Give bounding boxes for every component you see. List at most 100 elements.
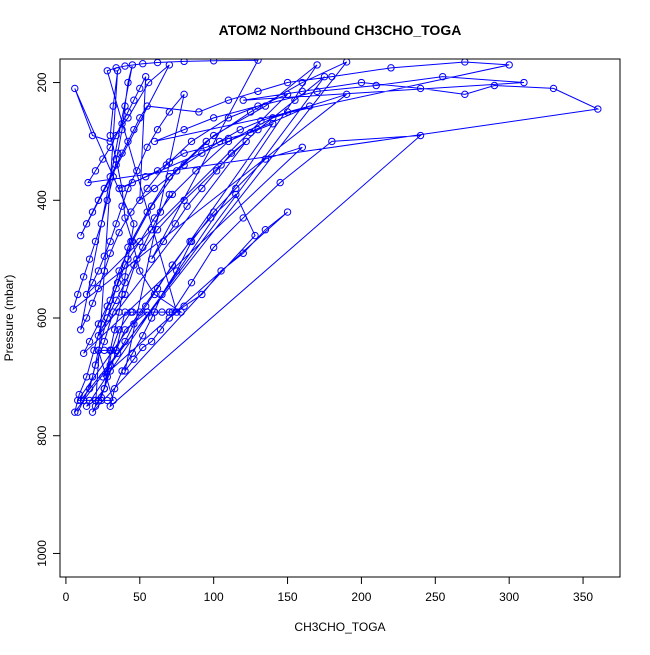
data-point (82, 290, 91, 299)
data-point (100, 384, 109, 393)
x-axis-label: CH3CHO_TOGA (294, 620, 385, 634)
data-point (173, 167, 181, 175)
data-point (192, 167, 200, 175)
data-point (128, 178, 137, 187)
data-point (115, 267, 123, 275)
data-point (195, 108, 203, 116)
data-point (100, 337, 109, 346)
data-point (254, 87, 262, 96)
data-point (106, 361, 114, 369)
x-tick-label: 350 (573, 590, 593, 604)
data-point (217, 267, 225, 275)
data-point (342, 90, 351, 99)
data-point (269, 120, 277, 128)
data-point (520, 78, 528, 87)
data-point (139, 243, 147, 252)
y-axis-label: Pressure (mbar) (2, 275, 16, 362)
data-point (298, 87, 307, 96)
data-point (224, 137, 233, 146)
data-point (136, 84, 144, 93)
data-point (165, 108, 174, 116)
data-point (106, 249, 114, 257)
data-point (158, 290, 166, 299)
data-point (283, 78, 292, 87)
data-point (254, 102, 262, 110)
data-point (85, 337, 94, 346)
data-point (209, 114, 218, 122)
data-point (209, 131, 218, 140)
data-point (136, 114, 144, 122)
data-point (186, 237, 194, 246)
data-point (180, 149, 188, 157)
data-point (118, 120, 126, 128)
data-point (236, 125, 244, 134)
data-point (88, 278, 97, 287)
data-point (227, 149, 236, 157)
data-point (505, 61, 513, 69)
data-point (283, 108, 292, 116)
data-point (224, 96, 233, 104)
y-tick-label: 1000 (35, 540, 49, 567)
data-point (139, 343, 147, 352)
data-point (106, 367, 114, 375)
data-point (106, 402, 114, 410)
data-point (118, 202, 126, 210)
data-point (69, 305, 78, 313)
data-point (217, 161, 225, 169)
data-point (121, 214, 129, 222)
data-point (142, 173, 150, 181)
data-point (103, 373, 111, 381)
data-point (143, 308, 151, 316)
data-point (94, 267, 103, 275)
data-point (82, 314, 91, 322)
data-point (177, 308, 185, 316)
data-point (261, 155, 270, 163)
data-point (130, 261, 138, 269)
data-point (372, 81, 380, 90)
data-point (79, 273, 88, 281)
data-point (94, 320, 103, 328)
data-point (180, 161, 188, 169)
data-point (257, 117, 265, 125)
data-point (438, 72, 447, 81)
data-point (128, 308, 137, 316)
data-point (180, 196, 188, 204)
data-point (165, 308, 174, 316)
data-point (202, 143, 210, 152)
data-point (342, 59, 351, 66)
data-point (99, 155, 107, 163)
data-point (103, 367, 111, 375)
data-point (168, 261, 177, 269)
x-tick-label: 300 (499, 590, 519, 604)
data-point (269, 114, 277, 122)
data-point (136, 196, 144, 204)
x-tick-label: 150 (278, 590, 298, 604)
data-point (97, 320, 106, 328)
data-point (121, 290, 129, 299)
data-point (100, 184, 109, 193)
x-axis: 0 50 100 150 200 250 300 350 (63, 576, 593, 604)
data-point (320, 72, 329, 81)
data-point (153, 125, 162, 134)
data-point (283, 208, 292, 216)
data-point (103, 302, 111, 310)
data-point (298, 143, 307, 152)
y-axis: 200 400 600 800 1000 (35, 72, 61, 567)
data-point (91, 237, 100, 246)
data-point (171, 220, 179, 228)
data-point (124, 243, 132, 252)
data-point (153, 167, 162, 175)
data-point (173, 267, 181, 275)
data-point (106, 143, 114, 152)
data-point (124, 255, 132, 263)
data-point (490, 81, 499, 90)
data-point (357, 78, 366, 87)
y-tick-label: 800 (35, 425, 49, 445)
data-point (153, 284, 162, 293)
data-point (127, 208, 135, 216)
data-point (251, 231, 259, 240)
data-point (159, 237, 168, 246)
data-point (112, 64, 120, 72)
data-point (133, 255, 141, 263)
data-point (128, 61, 137, 69)
